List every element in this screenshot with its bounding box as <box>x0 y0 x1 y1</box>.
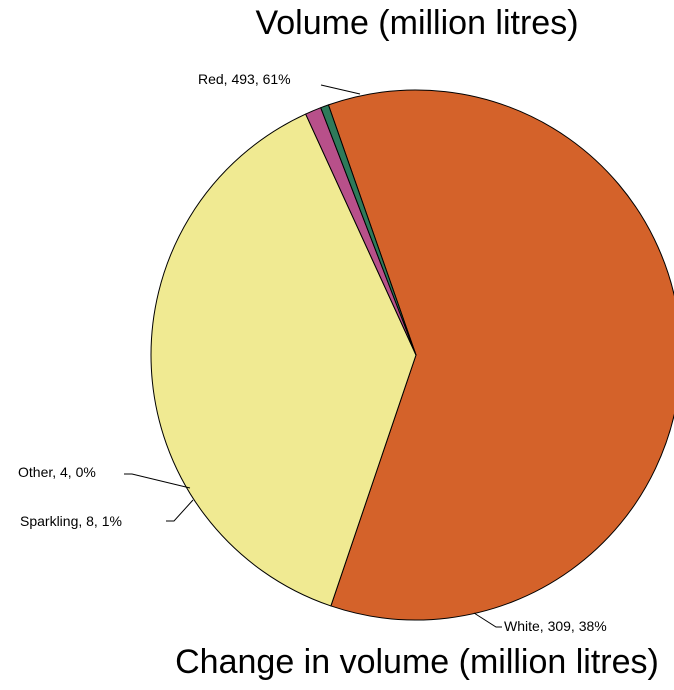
leader-line-other <box>124 473 191 489</box>
leader-line-white <box>473 612 502 628</box>
leader-line-red <box>320 84 361 95</box>
data-label-white: White, 309, 38% <box>504 618 607 634</box>
data-label-sparkling: Sparkling, 8, 1% <box>20 513 122 529</box>
data-label-other: Other, 4, 0% <box>18 464 96 480</box>
chart-title: Volume (million litres) <box>255 4 579 42</box>
second-chart-title: Change in volume (million litres) <box>175 643 659 681</box>
pie-slice-white <box>150 113 417 607</box>
pie-slice-other <box>320 104 417 356</box>
pie-slice-red <box>327 89 674 621</box>
data-label-red: Red, 493, 61% <box>198 71 291 87</box>
leader-line-sparkling <box>166 499 194 522</box>
